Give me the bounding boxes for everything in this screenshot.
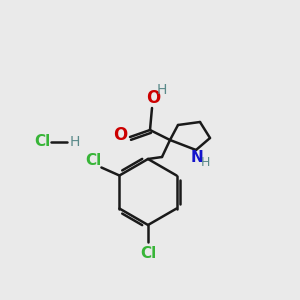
- Text: O: O: [113, 126, 127, 144]
- Text: Cl: Cl: [140, 247, 156, 262]
- Text: H: H: [70, 135, 80, 149]
- Text: Cl: Cl: [85, 153, 101, 168]
- Text: O: O: [146, 89, 160, 107]
- Text: N: N: [190, 149, 203, 164]
- Text: H: H: [200, 157, 210, 169]
- Text: Cl: Cl: [34, 134, 50, 149]
- Text: H: H: [157, 83, 167, 97]
